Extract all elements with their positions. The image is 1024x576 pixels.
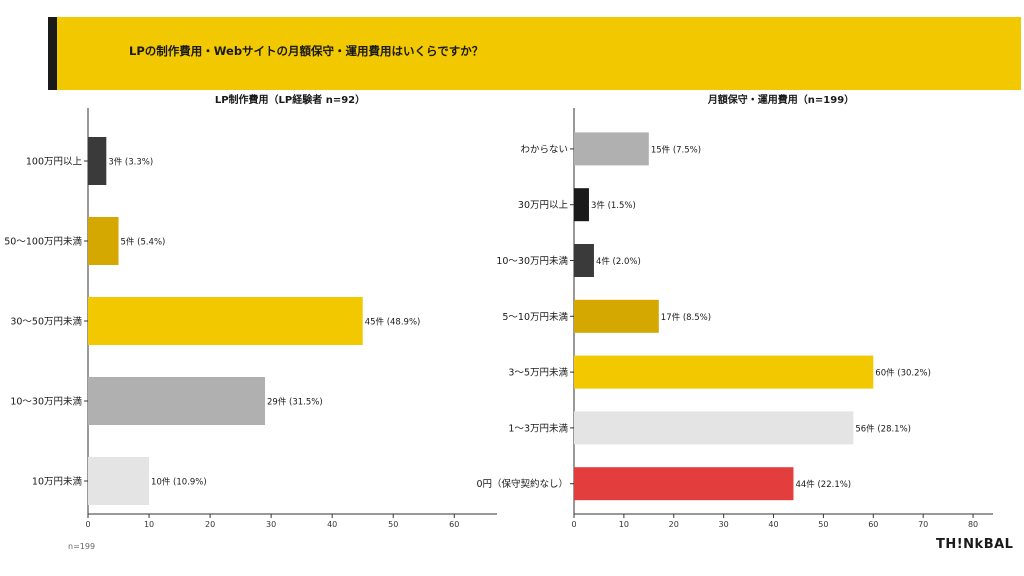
chart2-category-label: 3〜5万円未満 xyxy=(508,367,568,379)
chart1-category-label: 30〜50万円未満 xyxy=(10,316,82,328)
chart1-bar-3 xyxy=(88,297,363,345)
chart2-data-label: 56件 (28.1%) xyxy=(855,423,911,434)
chart2-data-label: 3件 (1.5%) xyxy=(591,200,636,211)
chart2-bar-2 xyxy=(574,188,589,222)
chart2-title: 月額保守・運用費用（n=199） xyxy=(707,93,854,106)
chart1-bar-4 xyxy=(88,377,266,425)
chart1-category-label: 50〜100万円未満 xyxy=(4,236,82,248)
chart2-category-label: 30万円以上 xyxy=(518,200,569,211)
chart1-title: LP制作費用（LP経験者 n=92） xyxy=(215,93,365,106)
chart2-bar-1 xyxy=(574,132,649,166)
chart2-x-tick-label: 50 xyxy=(818,520,828,529)
chart2-x-tick-label: 40 xyxy=(768,520,778,529)
chart2-data-label: 17件 (8.5%) xyxy=(661,312,711,323)
chart2-x-tick-label: 60 xyxy=(868,520,878,529)
chart1-data-label: 29件 (31.5%) xyxy=(267,397,323,408)
chart1-data-label: 10件 (10.9%) xyxy=(151,477,207,488)
sample-size-footnote: n=199 xyxy=(68,542,96,551)
chart1-data-label: 45件 (48.9%) xyxy=(365,317,421,328)
chart2-x-tick-label: 10 xyxy=(619,520,629,529)
chart2-bar-3 xyxy=(574,244,594,277)
chart2-bar-6 xyxy=(574,411,854,445)
chart2-data-label: 60件 (30.2%) xyxy=(875,368,931,379)
chart1-data-label: 3件 (3.3%) xyxy=(108,157,153,168)
chart2-x-tick-label: 30 xyxy=(719,520,729,529)
chart1-x-tick-label: 40 xyxy=(327,520,337,529)
chart1-x-tick-label: 30 xyxy=(266,520,276,529)
header-banner: LPの制作費用・Webサイトの月額保守・運用費用はいくらですか？ xyxy=(48,17,1021,90)
chart1-x-tick-label: 0 xyxy=(85,520,90,529)
chart2-category-label: 0円（保守契約なし） xyxy=(476,478,568,490)
chart2-category-label: わからない xyxy=(520,144,568,155)
chart2-bar-4 xyxy=(574,299,659,333)
chart2-category-label: 1〜3万円未満 xyxy=(508,422,568,434)
chart2-category-label: 5〜10万円未満 xyxy=(502,311,568,323)
chart2-bar-5 xyxy=(574,355,874,389)
brand-logo: TH!NkBAL xyxy=(936,537,1014,552)
chart1-category-label: 10〜30万円未満 xyxy=(10,396,82,408)
chart2-x-tick-label: 20 xyxy=(669,520,679,529)
page-title: LPの制作費用・Webサイトの月額保守・運用費用はいくらですか？ xyxy=(129,44,484,58)
chart2-x-tick-label: 0 xyxy=(571,520,576,529)
chart1-x-tick-label: 10 xyxy=(144,520,154,529)
chart1-x-tick-label: 20 xyxy=(205,520,215,529)
chart2-x-tick-label: 70 xyxy=(918,520,928,529)
chart1-bar-1 xyxy=(88,137,107,185)
chart2-bar-7 xyxy=(574,467,794,501)
chart1-category-label: 100万円以上 xyxy=(26,157,83,168)
chart1-bar-5 xyxy=(88,457,150,505)
chart1-category-label: 10万円未満 xyxy=(32,476,83,488)
chart2-data-label: 15件 (7.5%) xyxy=(651,144,701,155)
chart2-data-label: 4件 (2.0%) xyxy=(596,256,641,267)
chart1-data-label: 5件 (5.4%) xyxy=(121,237,166,248)
chart1-bar-2 xyxy=(88,217,119,265)
chart1-x-tick-label: 60 xyxy=(449,520,459,529)
chart1-x-tick-label: 50 xyxy=(388,520,398,529)
banner-accent-bar xyxy=(48,17,57,90)
chart2-category-label: 10〜30万円未満 xyxy=(496,255,568,267)
chart2-x-tick-label: 80 xyxy=(968,520,978,529)
chart2-data-label: 44件 (22.1%) xyxy=(795,479,851,490)
